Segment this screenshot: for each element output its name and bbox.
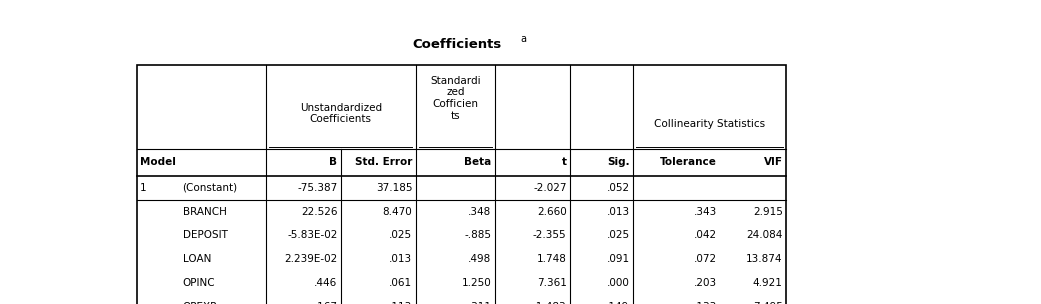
Text: .133: .133 bbox=[693, 302, 716, 304]
Text: .052: .052 bbox=[607, 183, 630, 193]
Text: 1.748: 1.748 bbox=[537, 254, 566, 264]
Text: 4.921: 4.921 bbox=[753, 278, 783, 288]
Text: .091: .091 bbox=[607, 254, 630, 264]
Text: t: t bbox=[561, 157, 566, 167]
Text: -5.83E-02: -5.83E-02 bbox=[287, 230, 337, 240]
Text: VIF: VIF bbox=[764, 157, 783, 167]
Text: .149: .149 bbox=[606, 302, 630, 304]
Text: 7.361: 7.361 bbox=[537, 278, 566, 288]
Text: .061: .061 bbox=[389, 278, 412, 288]
Text: 22.526: 22.526 bbox=[301, 207, 337, 216]
Text: -2.355: -2.355 bbox=[533, 230, 566, 240]
Text: B: B bbox=[329, 157, 337, 167]
Text: Tolerance: Tolerance bbox=[660, 157, 716, 167]
Text: a: a bbox=[520, 34, 526, 44]
Text: -2.027: -2.027 bbox=[533, 183, 566, 193]
Text: .348: .348 bbox=[468, 207, 491, 216]
Text: BRANCH: BRANCH bbox=[182, 207, 227, 216]
Text: .042: .042 bbox=[693, 230, 716, 240]
Text: 1.250: 1.250 bbox=[462, 278, 491, 288]
Text: .498: .498 bbox=[468, 254, 491, 264]
Text: Standardi
zed
Cofficien
ts: Standardi zed Cofficien ts bbox=[430, 76, 481, 121]
Text: 8.470: 8.470 bbox=[383, 207, 412, 216]
Text: -.885: -.885 bbox=[464, 230, 491, 240]
Text: (Constant): (Constant) bbox=[182, 183, 237, 193]
Text: DEPOSIT: DEPOSIT bbox=[182, 230, 227, 240]
Text: Sig.: Sig. bbox=[607, 157, 630, 167]
Text: -.167: -.167 bbox=[310, 302, 337, 304]
Text: .013: .013 bbox=[389, 254, 412, 264]
Text: 1: 1 bbox=[139, 183, 147, 193]
Text: LOAN: LOAN bbox=[182, 254, 211, 264]
Text: .343: .343 bbox=[693, 207, 716, 216]
Text: -.311: -.311 bbox=[464, 302, 491, 304]
Text: .203: .203 bbox=[693, 278, 716, 288]
Text: Model: Model bbox=[139, 157, 176, 167]
Text: Collinearity Statistics: Collinearity Statistics bbox=[654, 119, 765, 129]
Text: Std. Error: Std. Error bbox=[355, 157, 412, 167]
Text: Beta: Beta bbox=[464, 157, 491, 167]
Text: .000: .000 bbox=[607, 278, 630, 288]
Text: Coefficients: Coefficients bbox=[412, 38, 502, 51]
Text: Unstandardized
Coefficients: Unstandardized Coefficients bbox=[300, 103, 382, 124]
Text: 24.084: 24.084 bbox=[746, 230, 783, 240]
Text: -75.387: -75.387 bbox=[298, 183, 337, 193]
Text: .025: .025 bbox=[389, 230, 412, 240]
Text: .113: .113 bbox=[389, 302, 412, 304]
Text: 2.239E-02: 2.239E-02 bbox=[284, 254, 337, 264]
Text: .013: .013 bbox=[607, 207, 630, 216]
Text: 7.495: 7.495 bbox=[753, 302, 783, 304]
Text: -1.483: -1.483 bbox=[533, 302, 566, 304]
Text: .025: .025 bbox=[607, 230, 630, 240]
Text: 37.185: 37.185 bbox=[376, 183, 412, 193]
Text: .446: .446 bbox=[314, 278, 337, 288]
Text: OPEXP: OPEXP bbox=[182, 302, 217, 304]
Text: 2.660: 2.660 bbox=[537, 207, 566, 216]
Bar bbox=[136, 64, 786, 304]
Text: OPINC: OPINC bbox=[182, 278, 215, 288]
Text: 13.874: 13.874 bbox=[746, 254, 783, 264]
Text: .072: .072 bbox=[693, 254, 716, 264]
Text: 2.915: 2.915 bbox=[753, 207, 783, 216]
